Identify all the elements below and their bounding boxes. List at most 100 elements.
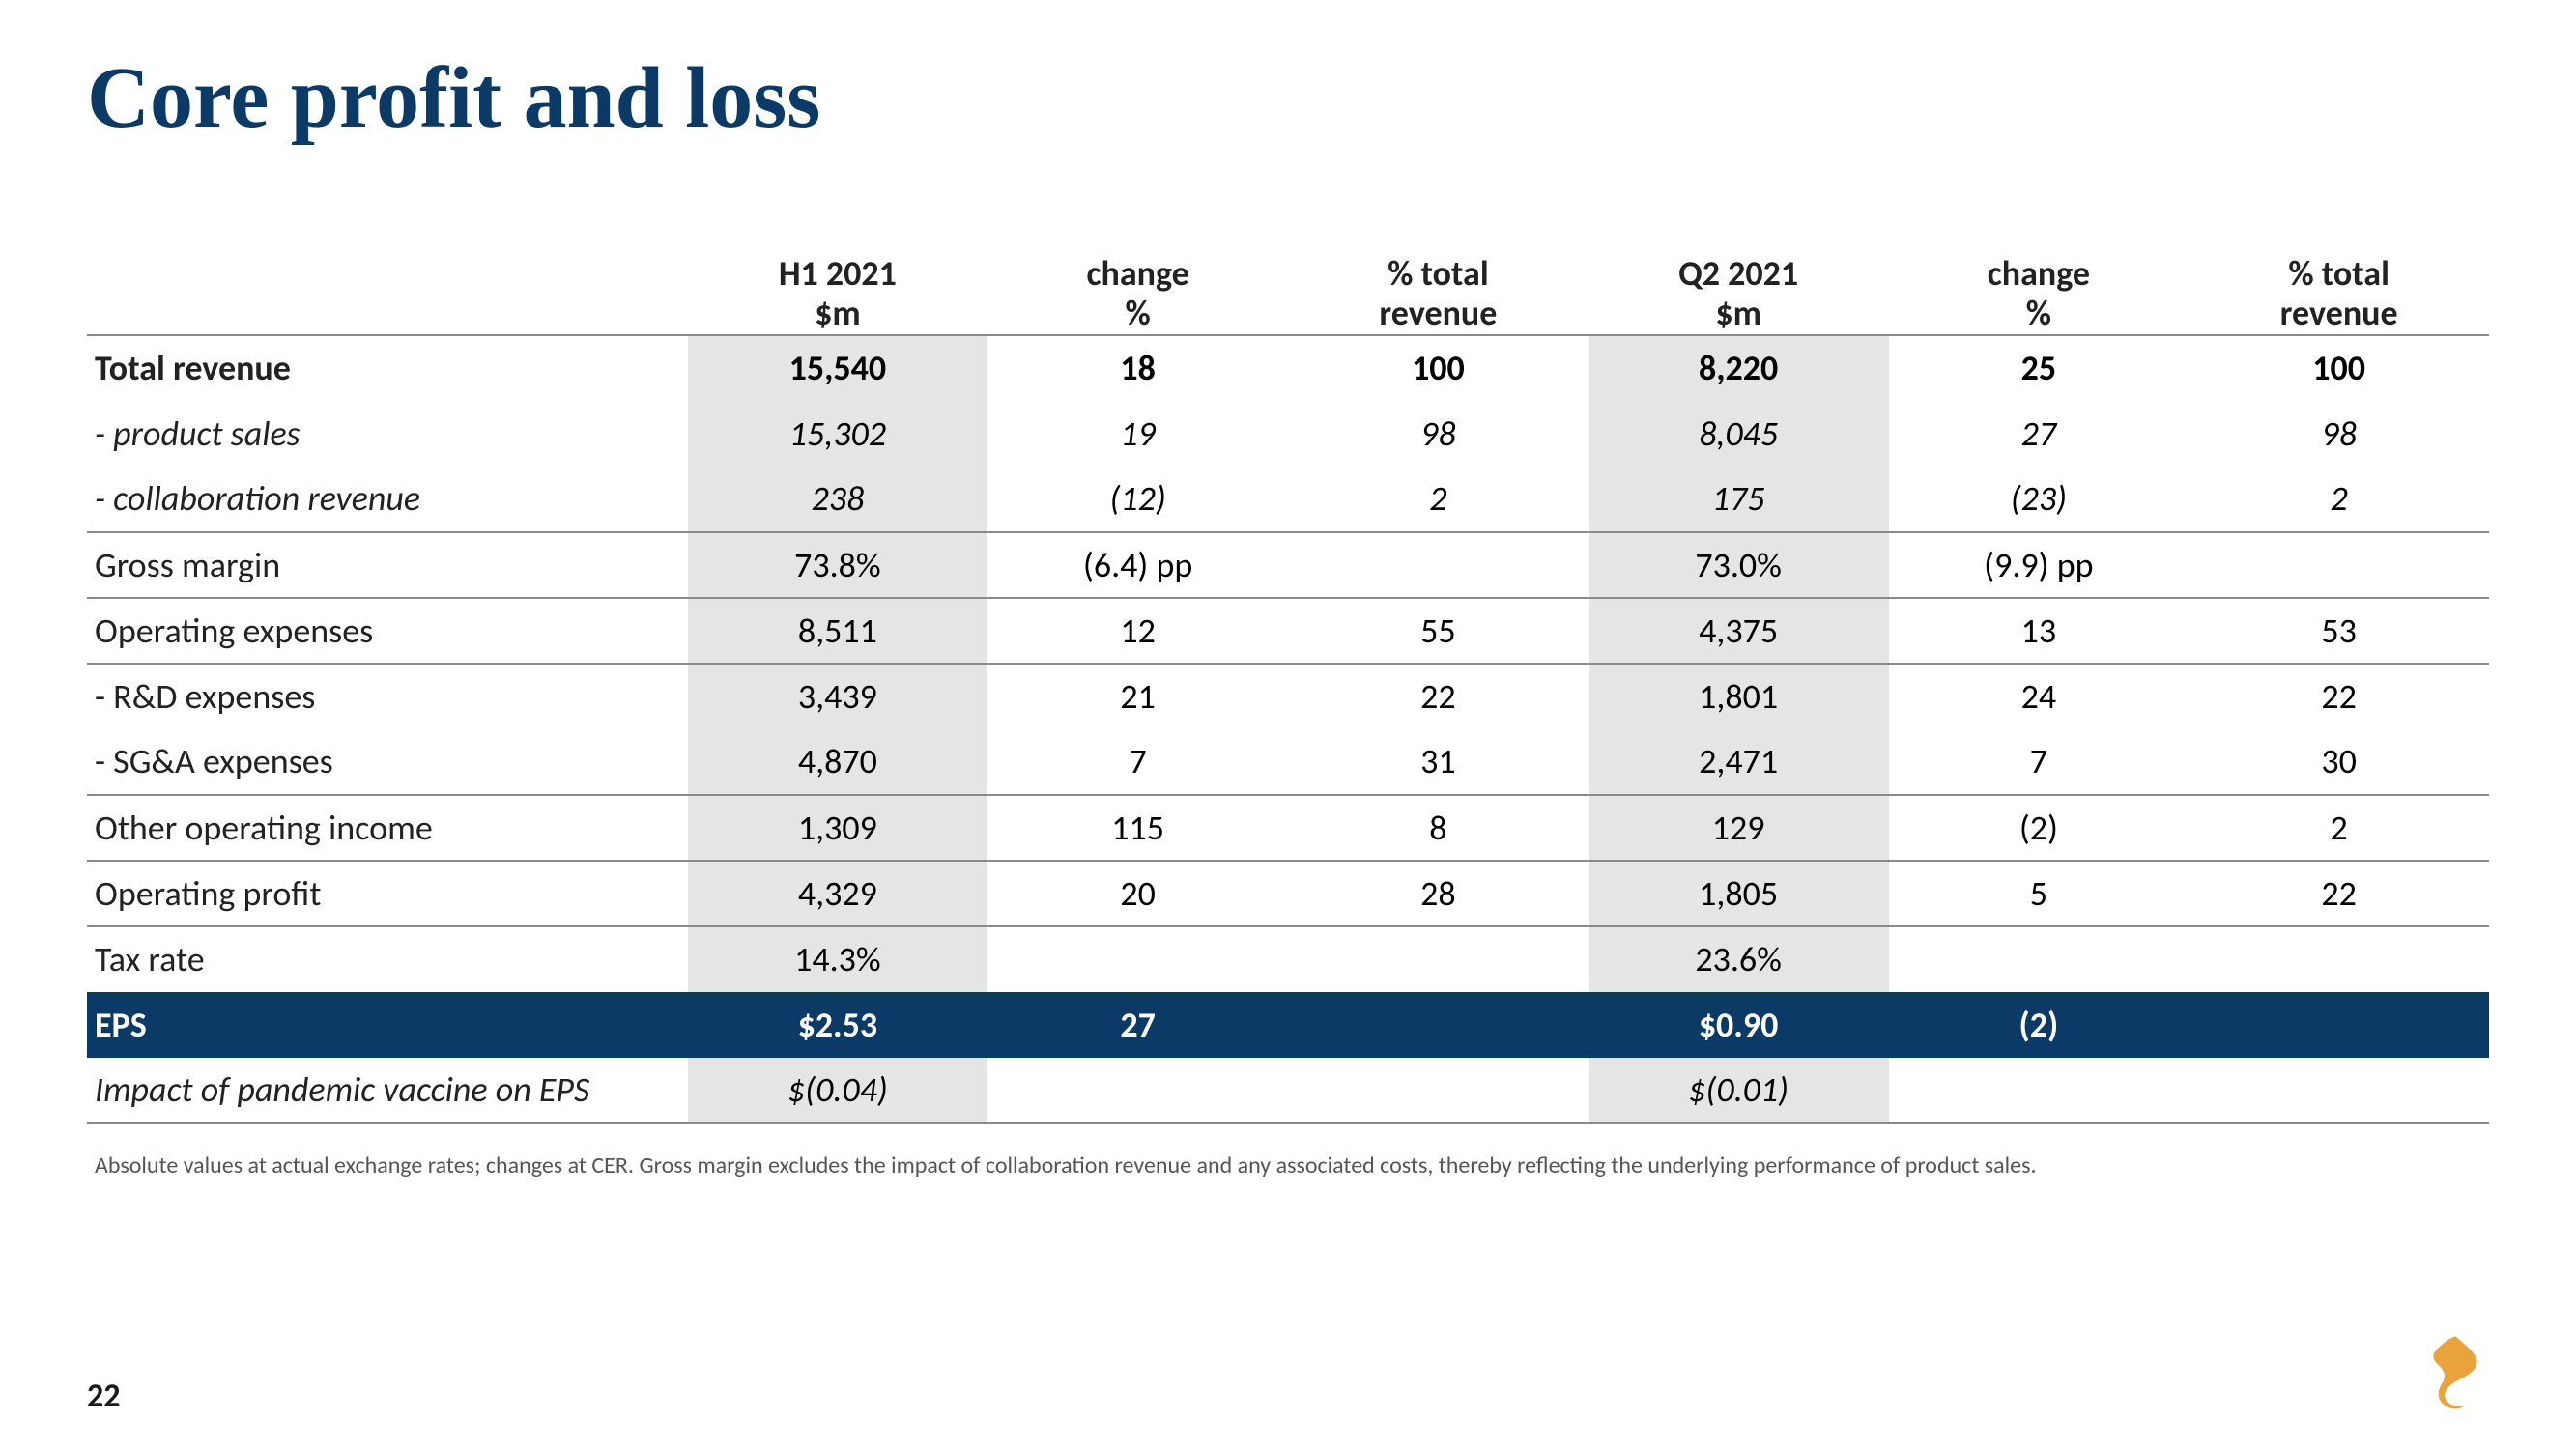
pl-table: H1 2021$mchange%% totalrevenueQ2 2021$mc… — [87, 254, 2489, 1124]
column-header-line2: % — [1889, 294, 2190, 333]
table-cell: 12 — [987, 598, 1288, 664]
row-label: - SG&A expenses — [87, 729, 688, 795]
table-cell: 8 — [1288, 795, 1589, 861]
table-row: Operating expenses8,51112554,3751353 — [87, 598, 2489, 664]
table-cell: (2) — [1889, 992, 2190, 1058]
table-cell: 3,439 — [688, 664, 988, 729]
table-cell: 2 — [2189, 795, 2489, 861]
table-cell: 73.0% — [1589, 532, 1889, 598]
table-cell: 5 — [1889, 861, 2190, 926]
table-cell: 1,805 — [1589, 861, 1889, 926]
table-cell: (12) — [987, 467, 1288, 532]
table-cell: 4,329 — [688, 861, 988, 926]
table-cell: 28 — [1288, 861, 1589, 926]
row-label: - collaboration revenue — [87, 467, 688, 532]
column-header-line2: % — [987, 294, 1288, 333]
table-cell: 1,801 — [1589, 664, 1889, 729]
table-cell — [1288, 532, 1589, 598]
table-cell: 98 — [2189, 401, 2489, 467]
table-cell: $2.53 — [688, 992, 988, 1058]
table-cell: 22 — [2189, 861, 2489, 926]
column-header-line2: revenue — [1288, 294, 1589, 333]
table-cell: 13 — [1889, 598, 2190, 664]
table-row: Impact of pandemic vaccine on EPS$(0.04)… — [87, 1058, 2489, 1123]
footnote-text: Absolute values at actual exchange rates… — [87, 1151, 2489, 1179]
table-cell: (9.9) pp — [1889, 532, 2190, 598]
table-cell: 98 — [1288, 401, 1589, 467]
column-header: % totalrevenue — [2189, 254, 2489, 335]
column-header-line2: revenue — [2189, 294, 2489, 333]
table-cell: 22 — [1288, 664, 1589, 729]
column-header-line1: % total — [1288, 254, 1589, 294]
table-cell: 1,309 — [688, 795, 988, 861]
table-cell: 8,511 — [688, 598, 988, 664]
table-cell: 2,471 — [1589, 729, 1889, 795]
table-cell: 27 — [1889, 401, 2190, 467]
table-row: - product sales15,30219988,0452798 — [87, 401, 2489, 467]
table-cell: (23) — [1889, 467, 2190, 532]
column-header-line1: H1 2021 — [688, 254, 988, 294]
row-label: Operating expenses — [87, 598, 688, 664]
table-cell: 4,375 — [1589, 598, 1889, 664]
table-cell: 24 — [1889, 664, 2190, 729]
table-cell: 25 — [1889, 335, 2190, 401]
table-cell: 115 — [987, 795, 1288, 861]
table-row: Gross margin73.8%(6.4) pp73.0%(9.9) pp — [87, 532, 2489, 598]
row-label: EPS — [87, 992, 688, 1058]
table-cell: 15,302 — [688, 401, 988, 467]
table-cell: 53 — [2189, 598, 2489, 664]
table-cell: 2 — [2189, 467, 2489, 532]
table-head: H1 2021$mchange%% totalrevenueQ2 2021$mc… — [87, 254, 2489, 335]
table-row: - R&D expenses3,43921221,8012422 — [87, 664, 2489, 729]
table-cell — [2189, 992, 2489, 1058]
table-cell: $(0.04) — [688, 1058, 988, 1123]
column-header-line1: change — [1889, 254, 2190, 294]
table-cell: (6.4) pp — [987, 532, 1288, 598]
column-header-label — [87, 254, 688, 335]
table-cell: 23.6% — [1589, 926, 1889, 992]
table-cell — [2189, 1058, 2489, 1123]
slide-page: Core profit and loss H1 2021$mchange%% t… — [0, 0, 2576, 1449]
column-header: change% — [1889, 254, 2190, 335]
table-cell: 4,870 — [688, 729, 988, 795]
column-header-line2: $m — [688, 294, 988, 333]
table-cell: 175 — [1589, 467, 1889, 532]
table-body: Total revenue15,540181008,22025100- prod… — [87, 335, 2489, 1123]
table-cell: 20 — [987, 861, 1288, 926]
table-row: EPS$2.5327$0.90(2) — [87, 992, 2489, 1058]
page-number: 22 — [87, 1377, 120, 1416]
table-row: Other operating income1,3091158129(2)2 — [87, 795, 2489, 861]
table-cell — [2189, 926, 2489, 992]
table-row: Operating profit4,32920281,805522 — [87, 861, 2489, 926]
column-header-line1: % total — [2189, 254, 2489, 294]
table-cell: 15,540 — [688, 335, 988, 401]
table-cell: 100 — [1288, 335, 1589, 401]
table-row: - collaboration revenue238(12)2175(23)2 — [87, 467, 2489, 532]
row-label: Operating profit — [87, 861, 688, 926]
table-cell: 7 — [1889, 729, 2190, 795]
table-cell: 8,045 — [1589, 401, 1889, 467]
row-label: Other operating income — [87, 795, 688, 861]
table-cell: 8,220 — [1589, 335, 1889, 401]
column-header-line1: Q2 2021 — [1589, 254, 1889, 294]
column-header: Q2 2021$m — [1589, 254, 1889, 335]
table-cell: 30 — [2189, 729, 2489, 795]
table-row: - SG&A expenses4,8707312,471730 — [87, 729, 2489, 795]
row-label: Gross margin — [87, 532, 688, 598]
table-cell: 27 — [987, 992, 1288, 1058]
table-cell — [987, 1058, 1288, 1123]
column-header: H1 2021$m — [688, 254, 988, 335]
table-cell — [1889, 926, 2190, 992]
table-cell: 18 — [987, 335, 1288, 401]
column-header-line2: $m — [1589, 294, 1889, 333]
table-row: Tax rate14.3%23.6% — [87, 926, 2489, 992]
table-cell: 100 — [2189, 335, 2489, 401]
table-cell: 238 — [688, 467, 988, 532]
page-title: Core profit and loss — [87, 48, 2489, 148]
table-cell: 55 — [1288, 598, 1589, 664]
row-label: Tax rate — [87, 926, 688, 992]
table-cell — [2189, 532, 2489, 598]
row-label: Impact of pandemic vaccine on EPS — [87, 1058, 688, 1123]
company-logo-icon — [2412, 1329, 2499, 1416]
table-cell: 31 — [1288, 729, 1589, 795]
